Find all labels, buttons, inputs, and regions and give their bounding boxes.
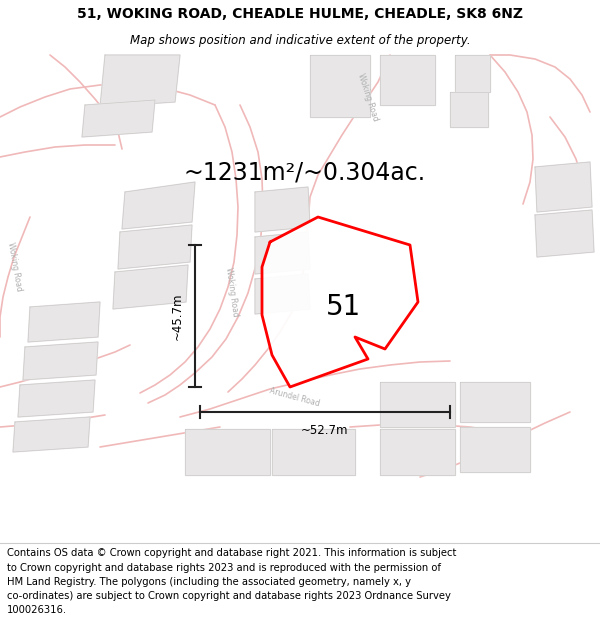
Polygon shape xyxy=(82,100,155,137)
Polygon shape xyxy=(380,429,455,475)
Polygon shape xyxy=(113,265,188,309)
Polygon shape xyxy=(310,55,370,117)
Polygon shape xyxy=(23,342,98,380)
Polygon shape xyxy=(255,232,310,274)
Polygon shape xyxy=(13,417,90,452)
Text: 51: 51 xyxy=(326,293,361,321)
Polygon shape xyxy=(185,429,270,475)
Text: Woking Road: Woking Road xyxy=(224,267,240,318)
Polygon shape xyxy=(100,55,180,107)
Polygon shape xyxy=(255,274,310,314)
Text: ~52.7m: ~52.7m xyxy=(301,424,349,436)
Polygon shape xyxy=(118,225,192,269)
Text: to Crown copyright and database rights 2023 and is reproduced with the permissio: to Crown copyright and database rights 2… xyxy=(7,562,441,572)
Polygon shape xyxy=(262,217,418,387)
Text: co-ordinates) are subject to Crown copyright and database rights 2023 Ordnance S: co-ordinates) are subject to Crown copyr… xyxy=(7,591,451,601)
Polygon shape xyxy=(28,302,100,342)
Polygon shape xyxy=(122,182,195,229)
Text: ~45.7m: ~45.7m xyxy=(170,292,184,340)
Polygon shape xyxy=(460,382,530,422)
Polygon shape xyxy=(535,162,592,212)
Polygon shape xyxy=(460,427,530,472)
Text: Woking Road: Woking Road xyxy=(356,72,380,122)
Text: Map shows position and indicative extent of the property.: Map shows position and indicative extent… xyxy=(130,34,470,47)
Polygon shape xyxy=(450,92,488,127)
Text: Woking Road: Woking Road xyxy=(6,242,24,292)
Text: Arundel Road: Arundel Road xyxy=(269,386,321,408)
Polygon shape xyxy=(535,210,594,257)
Polygon shape xyxy=(272,429,355,475)
Text: 100026316.: 100026316. xyxy=(7,604,67,614)
Text: Contains OS data © Crown copyright and database right 2021. This information is : Contains OS data © Crown copyright and d… xyxy=(7,549,457,559)
Polygon shape xyxy=(380,55,435,105)
Polygon shape xyxy=(18,380,95,417)
Polygon shape xyxy=(255,187,310,232)
Text: HM Land Registry. The polygons (including the associated geometry, namely x, y: HM Land Registry. The polygons (includin… xyxy=(7,576,411,586)
Text: ~1231m²/~0.304ac.: ~1231m²/~0.304ac. xyxy=(184,160,426,184)
Polygon shape xyxy=(380,382,455,427)
Text: 51, WOKING ROAD, CHEADLE HULME, CHEADLE, SK8 6NZ: 51, WOKING ROAD, CHEADLE HULME, CHEADLE,… xyxy=(77,7,523,21)
Polygon shape xyxy=(455,55,490,92)
